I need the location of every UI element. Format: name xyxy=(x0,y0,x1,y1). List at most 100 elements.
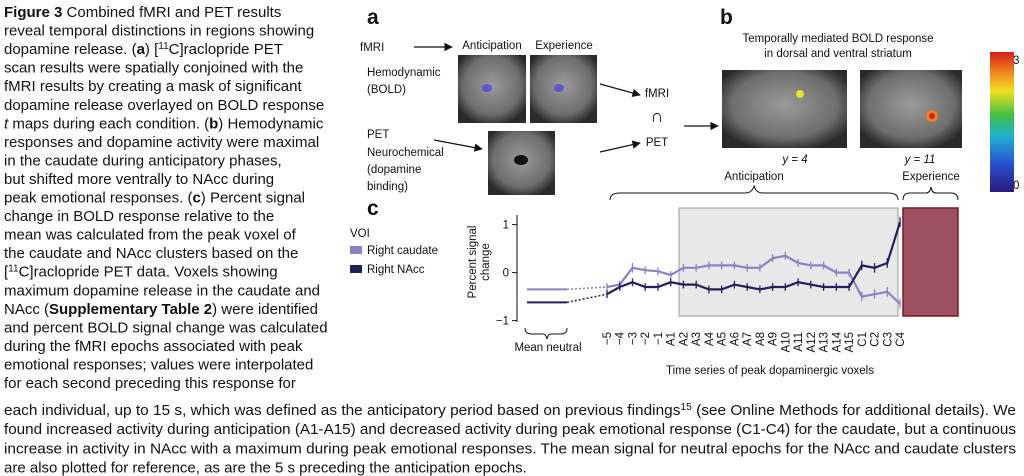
axis-label-line: Percent signal xyxy=(467,226,479,299)
label: Neurochemical xyxy=(367,147,444,159)
caption-text: fMRI results by creating a mask of signi… xyxy=(4,78,302,95)
caption-text: a xyxy=(137,41,146,58)
caption-text: ) Percent signal xyxy=(201,190,305,207)
caption-text: ) [ xyxy=(145,41,159,58)
caption-text: t xyxy=(4,115,9,132)
label: PET xyxy=(646,137,668,149)
slice-label: y = 4 xyxy=(781,154,807,166)
caption-line: responses and dopamine activity were max… xyxy=(4,134,319,151)
x-tick-label: A11 xyxy=(793,332,805,352)
x-tick-label: C1 xyxy=(857,332,869,347)
caption-text: dopamine release. ( xyxy=(4,41,137,58)
legend-swatch xyxy=(350,265,362,273)
series-line xyxy=(606,221,902,296)
caption-line: dopamine release overlayed on BOLD respo… xyxy=(4,97,324,114)
arrow xyxy=(599,140,641,153)
caption-line: scan results were spatially conjoined wi… xyxy=(4,60,303,77)
panel-label: a xyxy=(367,6,379,29)
caption-text: maps during each condition. ( xyxy=(8,115,209,132)
bracket xyxy=(524,327,568,340)
y-tick-label: −1 xyxy=(496,316,509,328)
connector xyxy=(566,286,608,291)
caption-text: Supplementary Table 2 xyxy=(49,301,212,318)
caption-line: peak emotional responses. (c) Percent si… xyxy=(4,190,305,207)
x-tick-label: A8 xyxy=(755,332,767,346)
caption-text: during the fMRI epochs associated with p… xyxy=(4,338,303,355)
brain-image xyxy=(458,55,526,123)
caption-text: for each second preceding this response … xyxy=(4,375,296,392)
label: fMRI xyxy=(360,42,384,54)
y-tick-label: 0 xyxy=(503,268,509,280)
x-tick-label: A5 xyxy=(717,332,729,346)
caption-line: emotional responses; values were interpo… xyxy=(4,356,313,373)
x-tick-label: −1 xyxy=(653,332,665,345)
experience-box xyxy=(902,207,959,317)
caption-line: the caudate and NAcc clusters based on t… xyxy=(4,245,298,262)
x-tick-label: A3 xyxy=(691,332,703,346)
label: (dopamine xyxy=(367,164,421,176)
colorbar-label: 3 xyxy=(1013,55,1019,67)
caption-text: responses and dopamine activity were max… xyxy=(4,134,319,151)
caption-line: and percent BOLD signal change was calcu… xyxy=(4,319,328,336)
x-tick-label: A10 xyxy=(780,332,792,352)
caption-text: C]raclopride PET data. Voxels showing xyxy=(19,264,278,281)
caption-text: 11 xyxy=(158,41,169,52)
x-tick-label: A6 xyxy=(729,332,741,346)
anticipation-box xyxy=(678,207,899,317)
x-tick-label: A14 xyxy=(831,331,843,352)
caption-text: maximum dopamine release in the caudate … xyxy=(4,282,320,299)
axis-label: Time series of peak dopaminergic voxels xyxy=(666,365,874,377)
caption-line: t maps during each condition. (b) Hemody… xyxy=(4,115,324,132)
caption-text: 15 xyxy=(680,402,692,413)
caption-text: mean was calculated from the peak voxel … xyxy=(4,227,297,244)
x-tick-label: −2 xyxy=(640,332,652,345)
panel-a: a fMRI Anticipation Experience Hemodynam… xyxy=(360,6,719,195)
caption-text: 11 xyxy=(8,263,19,274)
label: ∩ xyxy=(651,106,664,126)
bracket-label: Experience xyxy=(902,171,960,183)
legend-label: Right caudate xyxy=(367,245,438,257)
caption-text: Combined fMRI and PET results xyxy=(62,4,281,21)
label: (BOLD) xyxy=(367,84,406,96)
brain-image xyxy=(722,70,847,148)
caption-line: change in BOLD response relative to the xyxy=(4,208,274,225)
label: fMRI xyxy=(645,88,669,100)
x-tick-label: A1 xyxy=(666,332,678,346)
caption-line: Figure 3 Combined fMRI and PET results xyxy=(4,4,281,21)
slice-label: y = 11 xyxy=(904,154,936,166)
x-tick-label: A9 xyxy=(768,332,780,346)
caption-text: NAcc ( xyxy=(4,301,49,318)
activation xyxy=(796,90,804,98)
caption-text: emotional responses; values were interpo… xyxy=(4,356,313,373)
label: Experience xyxy=(535,40,593,52)
x-tick-label: C2 xyxy=(870,332,882,347)
label: Hemodynamic xyxy=(367,67,441,79)
caption-text: and percent BOLD signal change was calcu… xyxy=(4,319,328,336)
caption-line: during the fMRI epochs associated with p… xyxy=(4,338,303,355)
x-tick-label: A13 xyxy=(819,332,831,352)
label: Anticipation xyxy=(462,40,521,52)
axis-label-line: change xyxy=(480,243,492,281)
caption-line: in the caudate during anticipatory phase… xyxy=(4,152,282,169)
panel-b: b Temporally mediated BOLD response in d… xyxy=(720,6,1019,192)
brain-image xyxy=(860,70,962,148)
x-tick-label: C3 xyxy=(882,332,894,347)
label: binding) xyxy=(367,181,408,193)
caption-text: found increased activity during anticipa… xyxy=(4,421,1016,438)
legend-label: Right NAcc xyxy=(367,264,425,276)
caption-line: maximum dopamine release in the caudate … xyxy=(4,282,320,299)
x-tick-label: A4 xyxy=(704,331,716,346)
caption-text: the caudate and NAcc clusters based on t… xyxy=(4,245,298,262)
caption-text: ) Hemodynamic xyxy=(218,115,324,132)
caption-line: but shifted more ventrally to NAcc durin… xyxy=(4,171,274,188)
neutral-label: Mean neutral xyxy=(514,342,581,354)
caption-text: C]raclopride PET xyxy=(169,41,283,58)
arrow xyxy=(433,139,483,152)
connector xyxy=(566,293,608,304)
caption-text: in the caudate during anticipatory phase… xyxy=(4,152,282,169)
panel-title: in dorsal and ventral striatum xyxy=(764,48,912,60)
caption-text: peak emotional responses. ( xyxy=(4,190,192,207)
legend-title: VOI xyxy=(350,228,370,240)
colorbar-label: 0 xyxy=(1013,180,1019,192)
x-tick-label: A12 xyxy=(806,332,818,352)
